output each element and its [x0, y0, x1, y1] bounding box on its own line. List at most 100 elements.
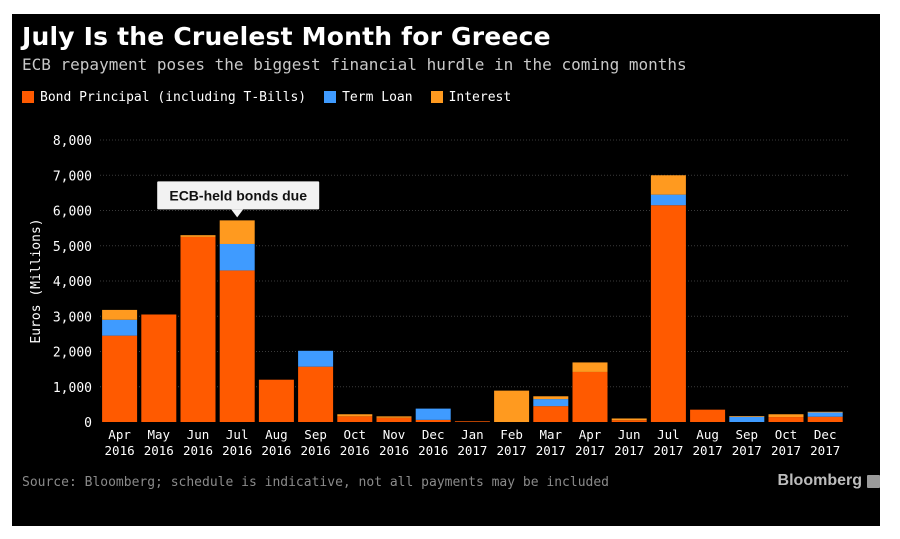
bar-segment — [376, 417, 412, 422]
y-tick-label: 3,000 — [53, 310, 92, 325]
bar-segment — [650, 205, 686, 422]
x-tick-label-year: 2016 — [144, 443, 174, 458]
x-tick-label-year: 2016 — [301, 443, 331, 458]
x-tick-label-month: Jan — [461, 427, 484, 442]
bar-segment — [611, 420, 647, 422]
bar-segment — [729, 416, 765, 422]
x-tick-label-year: 2017 — [457, 443, 487, 458]
legend-swatch-term-loan — [324, 91, 337, 103]
x-tick-label-month: Jun — [187, 427, 210, 442]
bar-segment — [102, 335, 138, 422]
x-tick-label-month: Feb — [500, 427, 523, 442]
x-tick-label-month: Aug — [265, 427, 288, 442]
x-tick-label-month: Apr — [579, 427, 602, 442]
bar-segment — [376, 416, 412, 418]
x-tick-label-month: Sep — [736, 427, 759, 442]
y-tick-label: 6,000 — [53, 205, 92, 220]
chart-frame — [12, 14, 880, 526]
bar-segment — [768, 414, 804, 418]
x-tick-label-month: Oct — [344, 427, 367, 442]
y-tick-label: 8,000 — [53, 134, 92, 149]
bar-segment — [102, 309, 138, 320]
y-tick-label: 4,000 — [53, 275, 92, 290]
x-tick-label-year: 2017 — [771, 443, 801, 458]
bar-segment — [219, 270, 255, 422]
bar-segment — [454, 421, 490, 422]
bar-segment — [219, 243, 255, 271]
y-tick-label: 7,000 — [53, 169, 92, 184]
x-tick-label-month: Oct — [775, 427, 798, 442]
annotation-pointer — [231, 209, 244, 218]
source-note: Source: Bloomberg; schedule is indicativ… — [22, 475, 609, 490]
bar-segment — [533, 406, 569, 422]
x-tick-label-year: 2016 — [379, 443, 409, 458]
bar-segment — [729, 416, 765, 417]
x-tick-label-month: Jun — [618, 427, 641, 442]
bar-segment — [768, 417, 804, 422]
bar-segment — [807, 411, 843, 413]
bloomberg-icon — [867, 474, 880, 488]
x-tick-label-year: 2017 — [653, 443, 683, 458]
annotation-text: ECB-held bonds due — [169, 187, 307, 203]
bar-segment — [533, 396, 569, 400]
bar-segment — [258, 379, 294, 422]
bar-segment — [650, 194, 686, 206]
x-tick-label-year: 2017 — [732, 443, 762, 458]
x-tick-label-month: Nov — [383, 427, 406, 442]
bar-segment — [298, 366, 334, 422]
x-tick-label-year: 2016 — [418, 443, 448, 458]
annotation-box — [157, 181, 320, 210]
chart-title: July Is the Cruelest Month for Greece — [22, 22, 551, 51]
bar-segment — [650, 175, 686, 195]
y-tick-label: 2,000 — [53, 346, 92, 361]
x-tick-label-month: Mar — [540, 427, 563, 442]
bar-segment — [690, 409, 726, 422]
x-tick-label-month: Aug — [696, 427, 719, 442]
y-axis-label: Euros (Millions) — [29, 218, 44, 343]
brand-name: Bloomberg — [777, 472, 862, 489]
x-tick-label-year: 2017 — [810, 443, 840, 458]
legend-item-interest: Interest — [430, 89, 512, 105]
bar-segment — [533, 399, 569, 407]
legend-swatch-bond-principal — [22, 91, 34, 103]
bar-segment — [807, 416, 843, 422]
bar-segment — [102, 319, 138, 336]
bar-segment — [180, 235, 216, 237]
y-tick-label: 0 — [84, 416, 92, 431]
x-tick-label-year: 2017 — [693, 443, 723, 458]
brand-logo: Bloomberg — [778, 472, 880, 490]
x-tick-label-month: Sep — [304, 427, 327, 442]
bar-segment — [337, 414, 373, 417]
legend-item-term-loan: Term Loan — [324, 89, 413, 105]
x-tick-label-year: 2017 — [614, 443, 644, 458]
bar-segment — [337, 416, 373, 422]
legend: Bond Principal (including T-Bills) Term … — [22, 87, 529, 107]
x-tick-label-month: Jul — [657, 427, 680, 442]
bar-segment — [572, 371, 608, 422]
legend-item-bond-principal: Bond Principal (including T-Bills) — [22, 90, 306, 105]
legend-label-bond-principal: Bond Principal (including T-Bills) — [40, 89, 307, 105]
x-tick-label-month: Jul — [226, 427, 249, 442]
bar-segment — [298, 350, 334, 367]
bar-segment — [141, 314, 177, 422]
x-tick-label-year: 2016 — [183, 443, 213, 458]
bar-segment — [572, 362, 608, 372]
x-tick-label-year: 2016 — [105, 443, 135, 458]
x-tick-label-month: Dec — [814, 427, 837, 442]
x-tick-label-month: May — [148, 427, 171, 442]
x-tick-label-year: 2016 — [222, 443, 252, 458]
bar-segment — [807, 412, 843, 417]
legend-label-interest: Interest — [448, 89, 512, 105]
x-tick-label-year: 2017 — [497, 443, 527, 458]
bar-segment — [494, 390, 530, 422]
bar-segment — [611, 418, 647, 421]
legend-label-term-loan: Term Loan — [342, 89, 413, 105]
bar-segment — [415, 408, 451, 420]
bar-segment — [219, 220, 255, 244]
bar-segment — [180, 236, 216, 422]
x-tick-label-year: 2017 — [536, 443, 566, 458]
legend-swatch-interest — [430, 91, 443, 103]
x-tick-label-month: Apr — [108, 427, 131, 442]
x-tick-label-year: 2016 — [261, 443, 291, 458]
